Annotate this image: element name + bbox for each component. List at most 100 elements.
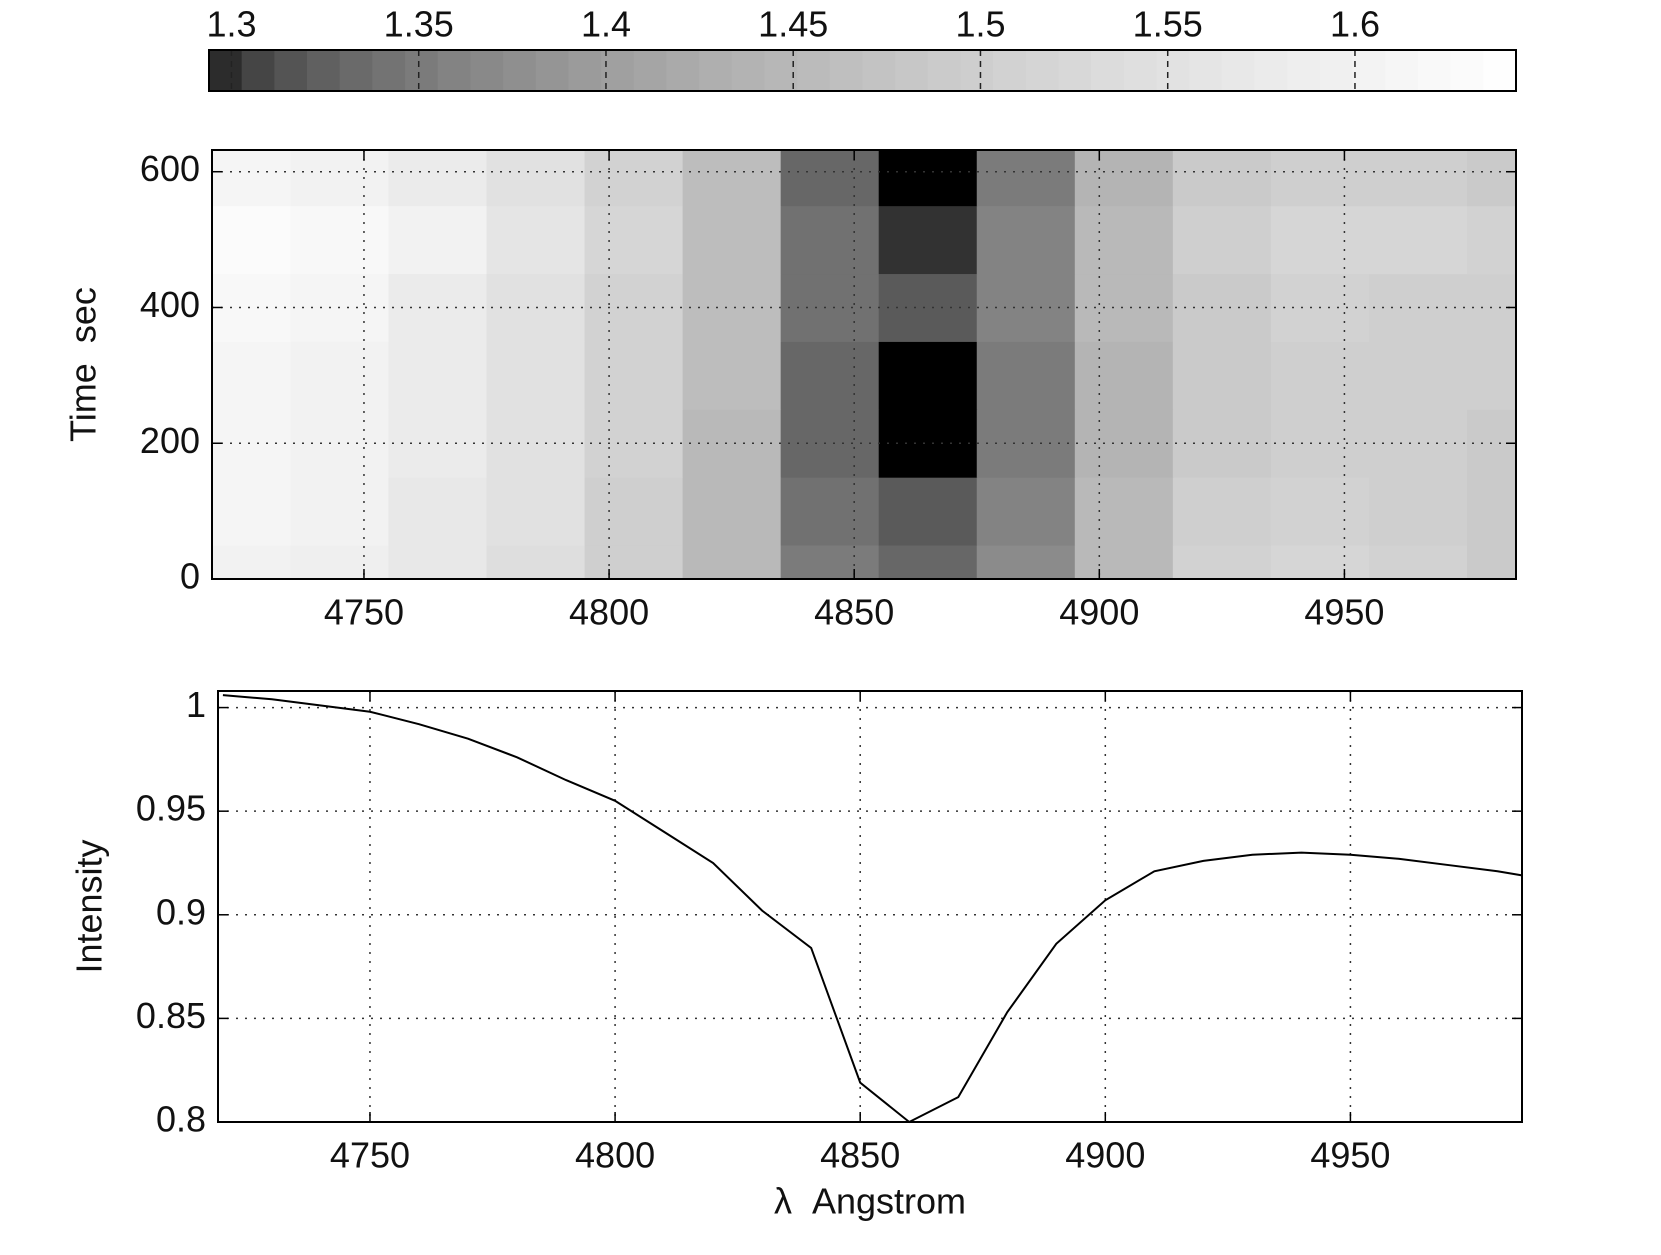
contour-cell — [1466, 545, 1517, 580]
contour-cell — [584, 545, 684, 580]
contour-cell — [1270, 341, 1370, 410]
colorbar-step — [797, 50, 831, 91]
y-tick-label: 0.9 — [156, 891, 206, 932]
y-tick-label: 0.95 — [136, 788, 206, 829]
contour-cell — [682, 477, 782, 546]
contour-cell — [878, 477, 978, 546]
contour-cell — [584, 477, 684, 546]
colorbar-step — [993, 50, 1027, 91]
colorbar-step — [731, 50, 765, 91]
contour-cell — [1074, 341, 1174, 410]
contour-cell — [1270, 205, 1370, 275]
contour-cell — [388, 205, 488, 275]
colorbar-step — [437, 50, 471, 91]
colorbar-step — [1450, 50, 1484, 91]
colorbar-step — [1483, 50, 1517, 91]
colorbar-step — [633, 50, 667, 91]
contour-cell — [1368, 341, 1468, 410]
y-tick-label: 0.8 — [156, 1099, 206, 1140]
colorbar-step — [1287, 50, 1321, 91]
contour-cell — [1172, 273, 1272, 342]
colorbar-tick-label: 1.55 — [1133, 4, 1203, 45]
colorbar-step — [764, 50, 798, 91]
colorbar-step — [895, 50, 929, 91]
contour-cell — [290, 477, 389, 546]
colorbar-step — [1385, 50, 1419, 91]
contour-cell — [486, 150, 586, 207]
contour-cell — [584, 205, 684, 275]
contour-cell — [290, 341, 389, 410]
x-tick-label: 4950 — [1304, 592, 1384, 633]
y-tick-label: 400 — [140, 284, 200, 325]
colorbar-step — [405, 50, 439, 91]
contour-cell — [682, 205, 782, 275]
contour-cell — [976, 150, 1076, 207]
contour-cell — [486, 341, 586, 410]
contour-cell — [976, 341, 1076, 410]
contour-cell — [290, 545, 389, 580]
contour-cell — [1270, 545, 1370, 580]
colorbar-step — [699, 50, 733, 91]
x-tick-label: 4800 — [569, 592, 649, 633]
colorbar-step — [1091, 50, 1125, 91]
x-axis-label: λ Angstrom — [774, 1181, 966, 1222]
contour-cell — [1074, 477, 1174, 546]
contour-cell — [1074, 150, 1174, 207]
contour-cell — [878, 545, 978, 580]
contour-cell — [388, 150, 488, 207]
contour-cell — [1368, 205, 1468, 275]
contour-cell — [1172, 341, 1272, 410]
x-tick-label: 4750 — [330, 1135, 410, 1176]
colorbar-step — [209, 50, 243, 91]
contour-cell — [486, 205, 586, 275]
contour-cell — [388, 545, 488, 580]
contour-cell — [212, 545, 291, 580]
contour-cell — [1466, 205, 1517, 275]
colorbar-step — [1123, 50, 1158, 91]
colorbar-step — [1319, 50, 1354, 91]
colorbar-tick-label: 1.35 — [384, 4, 454, 45]
contour-cell — [878, 341, 978, 410]
axes-frame — [217, 690, 1523, 1123]
contour-cell — [780, 477, 880, 546]
contour-cell — [1074, 409, 1174, 478]
x-tick-label: 4900 — [1059, 592, 1139, 633]
contour-cell — [1368, 477, 1468, 546]
y-tick-label: 0 — [180, 556, 200, 597]
contour-cell — [1074, 545, 1174, 580]
colorbar-step — [568, 50, 602, 91]
colorbar-step — [1058, 50, 1092, 91]
contour-cell — [780, 205, 880, 275]
contour-cell — [1466, 477, 1517, 546]
contour-cell — [1172, 477, 1272, 546]
contour-cell — [1172, 409, 1272, 478]
contour-cell — [212, 150, 291, 207]
x-tick-label: 4950 — [1310, 1135, 1390, 1176]
contour-cell — [1172, 150, 1272, 207]
y-axis-label: Intensity — [69, 839, 110, 973]
x-tick-label: 4900 — [1065, 1135, 1145, 1176]
contour-cell — [486, 477, 586, 546]
colorbar-step — [829, 50, 863, 91]
contour-cell — [976, 409, 1076, 478]
colorbar-tick-label: 1.3 — [206, 4, 256, 45]
contour-cell — [212, 273, 291, 342]
colorbar-step — [1189, 50, 1223, 91]
colorbar-step — [1025, 50, 1060, 91]
colorbar-step — [1156, 50, 1190, 91]
y-tick-label: 1 — [186, 684, 206, 725]
contour-cell — [780, 409, 880, 478]
contour-cell — [682, 545, 782, 580]
colorbar-step — [503, 50, 537, 91]
colorbar-tick-label: 1.4 — [581, 4, 631, 45]
contour-cell — [878, 150, 978, 207]
contour-cell — [584, 150, 684, 207]
contour-cell — [1270, 477, 1370, 546]
contour-cell — [682, 273, 782, 342]
y-tick-label: 600 — [140, 148, 200, 189]
contour-cell — [682, 341, 782, 410]
colorbar-step — [470, 50, 504, 91]
colorbar-step — [274, 50, 308, 91]
contour-cell — [486, 545, 586, 580]
contour-cell — [1466, 150, 1517, 207]
